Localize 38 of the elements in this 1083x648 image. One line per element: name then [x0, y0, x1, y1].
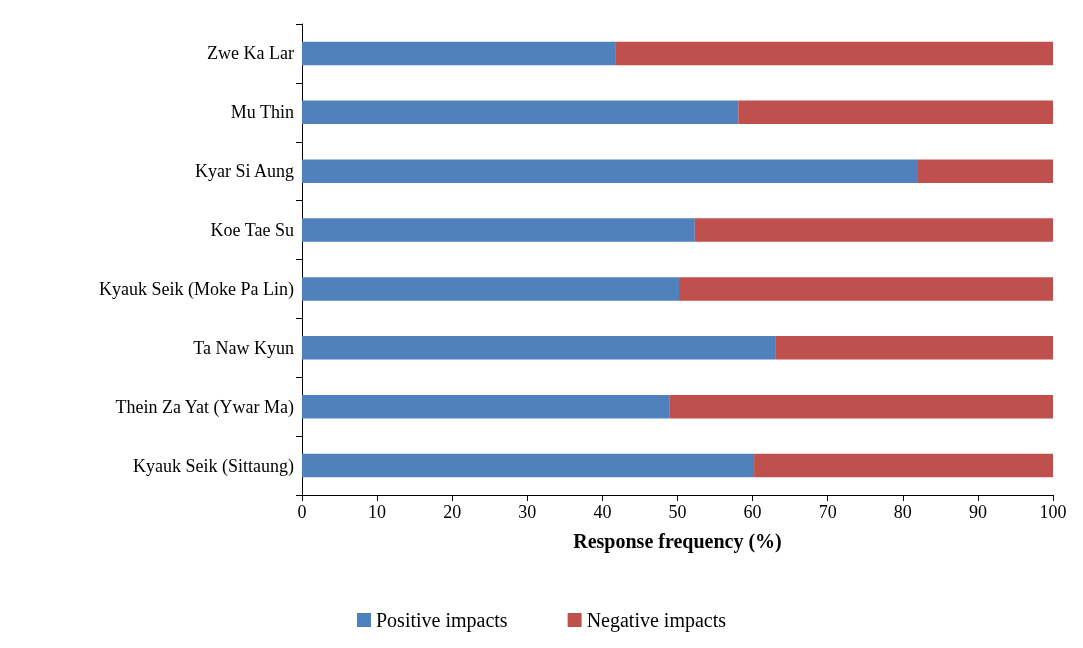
x-tick-label: 30: [518, 502, 537, 522]
legend-label: Negative impacts: [586, 609, 727, 632]
bar: [302, 41, 616, 66]
bar: [302, 394, 670, 419]
x-tick-label: 70: [818, 502, 837, 522]
x-tick-label: 40: [593, 502, 612, 522]
bar: [669, 394, 1053, 419]
bar: [694, 218, 1053, 242]
bar: [917, 159, 1053, 183]
y-tick-label: Zwe Ka Lar: [207, 43, 294, 64]
y-tick-label: Thein Za Yat (Ywar Ma): [115, 396, 295, 418]
x-tick-label: 50: [668, 502, 687, 522]
bar: [302, 453, 755, 478]
y-tick-label: Kyauk Seik (Sittaung): [133, 455, 294, 477]
bar: [738, 100, 1053, 125]
bar: [302, 277, 679, 301]
x-tick-label: 80: [893, 502, 912, 522]
y-tick-label: Kyar Si Aung: [195, 161, 294, 182]
legend-label: Positive impacts: [375, 609, 508, 632]
x-tick-label: 60: [743, 502, 762, 522]
bar: [754, 453, 1053, 478]
x-tick-label: 0: [297, 502, 307, 522]
x-tick-label: 10: [368, 502, 387, 522]
x-tick-label: 100: [1039, 502, 1067, 522]
bar: [302, 336, 776, 360]
x-axis-title: Response frequency (%): [573, 530, 782, 553]
bar: [679, 277, 1053, 301]
y-tick-label: Kyauk Seik (Moke Pa Lin): [99, 278, 294, 300]
bar: [775, 336, 1053, 360]
y-tick-label: Mu Thin: [230, 102, 294, 123]
bar: [302, 159, 918, 183]
y-tick-label: Ta Naw Kyun: [193, 337, 294, 358]
x-tick-label: 90: [968, 502, 987, 522]
x-tick-label: 20: [443, 502, 462, 522]
bar: [302, 218, 695, 242]
bar: [615, 41, 1053, 66]
y-tick-label: Koe Tae Su: [210, 220, 294, 241]
bar: [302, 100, 739, 125]
